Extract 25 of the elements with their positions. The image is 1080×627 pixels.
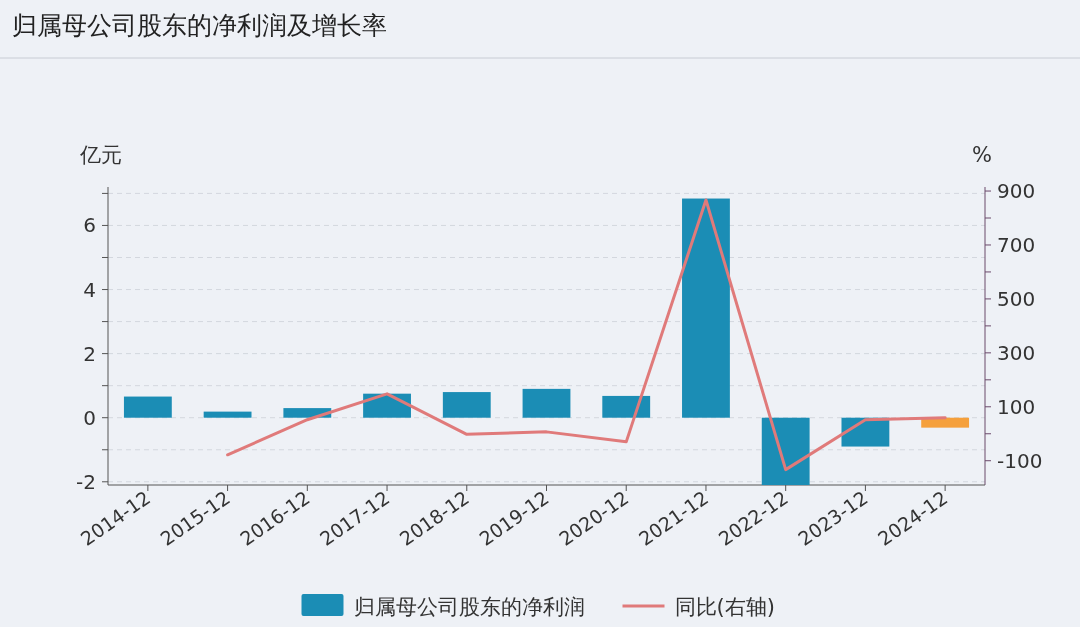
- y2-tick-label: 100: [997, 394, 1036, 419]
- bar: [123, 396, 172, 418]
- y-tick-label: 6: [83, 213, 96, 238]
- bar: [761, 417, 810, 485]
- y-tick-label: 2: [83, 341, 96, 366]
- y-axis-title: 亿元: [79, 143, 122, 167]
- y-tick-label: -2: [76, 469, 96, 494]
- y2-tick-label: 900: [997, 179, 1036, 204]
- y2-tick-label: 300: [997, 340, 1036, 365]
- y2-axis-title: %: [972, 143, 992, 167]
- y2-tick-label: 500: [997, 286, 1036, 311]
- y2-tick-label: 700: [997, 232, 1036, 257]
- bar: [203, 411, 252, 418]
- y-tick-label: 0: [83, 405, 96, 430]
- legend-label: 归属母公司股东的净利润: [353, 595, 585, 619]
- bar: [921, 417, 970, 428]
- bar: [522, 388, 571, 418]
- bar: [682, 198, 730, 418]
- y2-tick-label: -100: [997, 448, 1043, 473]
- legend-label: 同比(右轴): [674, 595, 775, 619]
- bar: [602, 395, 651, 418]
- bar: [442, 392, 491, 418]
- y-tick-label: 4: [83, 277, 96, 302]
- chart-title: 归属母公司股东的净利润及增长率: [12, 11, 387, 40]
- line-series: [226, 198, 947, 472]
